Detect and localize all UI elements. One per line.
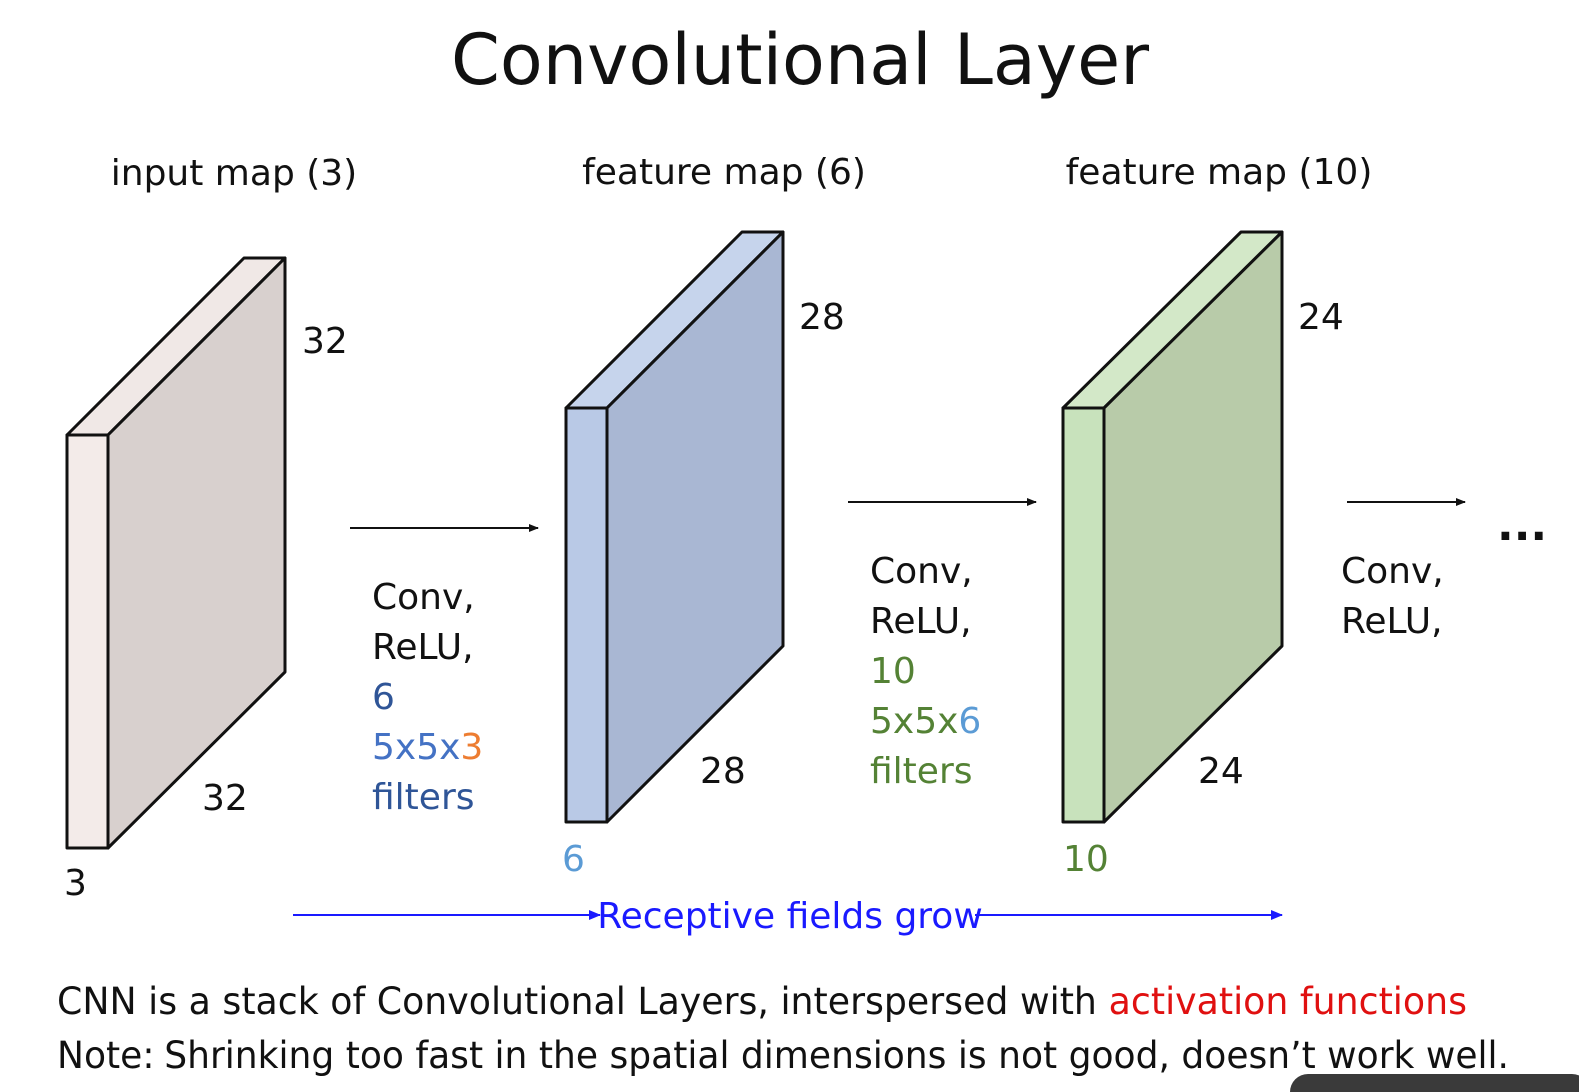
op-filters: filters xyxy=(870,751,973,792)
corner-overlay xyxy=(1290,1074,1579,1092)
op-line: Conv, xyxy=(372,577,475,618)
op-kernel: 5x5x6 xyxy=(870,701,981,742)
kernel-size: 5x5x xyxy=(372,727,460,768)
note-text: CNN is a stack of Convolutional Layers, … xyxy=(57,980,1097,1023)
map-label: input map (3) xyxy=(111,153,357,194)
map-front xyxy=(1061,406,1106,824)
map-side xyxy=(106,256,287,850)
map-label: feature map (10) xyxy=(1066,152,1373,193)
op-count: 10 xyxy=(870,651,916,692)
map-front xyxy=(65,433,110,850)
map-side xyxy=(1102,230,1284,824)
op-line: ReLU, xyxy=(372,627,474,668)
map-height: 32 xyxy=(302,321,348,362)
map-width: 28 xyxy=(700,751,746,792)
op-filters: filters xyxy=(372,777,475,818)
map-height: 28 xyxy=(799,297,845,338)
map-height: 24 xyxy=(1298,297,1344,338)
note-line: CNN is a stack of Convolutional Layers, … xyxy=(57,980,1467,1023)
note-text: Shrinking too fast in the spatial dimens… xyxy=(164,1034,1509,1077)
op-line: Conv, xyxy=(870,551,973,592)
note-label: Note: xyxy=(57,1034,154,1077)
kernel-size: 5x5x xyxy=(870,701,958,742)
kernel-depth: 3 xyxy=(460,727,483,768)
map-depth: 3 xyxy=(64,863,87,904)
op-line: ReLU, xyxy=(870,601,972,642)
map-front xyxy=(564,406,609,824)
map-label: feature map (6) xyxy=(582,152,866,193)
receptive-label: Receptive fields grow xyxy=(597,896,983,937)
kernel-depth: 6 xyxy=(958,701,981,742)
op-line: ReLU, xyxy=(1341,601,1443,642)
map-depth: 6 xyxy=(562,839,585,880)
op-kernel: 5x5x3 xyxy=(372,727,483,768)
map-side xyxy=(605,230,785,824)
op-line: Conv, xyxy=(1341,551,1444,592)
map-width: 32 xyxy=(202,778,248,819)
note-line: Note: Shrinking too fast in the spatial d… xyxy=(57,1034,1509,1077)
map-width: 24 xyxy=(1198,751,1244,792)
title: Convolutional Layer xyxy=(451,19,1149,101)
op-count: 6 xyxy=(372,677,395,718)
map-depth: 10 xyxy=(1063,839,1109,880)
ellipsis: ... xyxy=(1497,500,1547,551)
note-highlight: activation functions xyxy=(1109,980,1467,1023)
